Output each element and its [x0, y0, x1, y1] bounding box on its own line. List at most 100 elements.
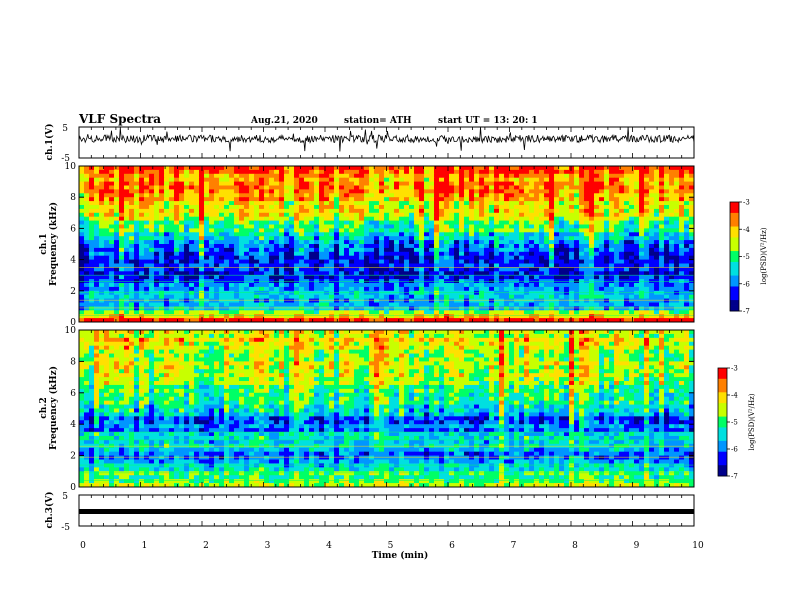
spectrogram-cell — [424, 208, 430, 214]
spectrogram-cell — [344, 185, 350, 190]
spectrogram-cell — [469, 286, 475, 292]
spectrogram-cell — [459, 212, 465, 218]
spectrogram-cell — [619, 201, 625, 206]
spectrogram-cell — [154, 197, 160, 202]
spectrogram-cell — [344, 181, 350, 186]
spectrogram-cell — [139, 166, 145, 171]
spectrogram-cell — [329, 228, 335, 233]
spectrogram-cell — [144, 318, 150, 323]
spectrogram-cell — [654, 220, 660, 225]
spectrogram-cell — [274, 283, 280, 288]
spectrogram-cell — [79, 330, 85, 335]
spectrogram-cell — [199, 298, 205, 303]
spectrogram-cell — [149, 220, 155, 225]
spectrogram-cell — [309, 173, 315, 179]
spectrogram-cell — [689, 236, 695, 241]
spectrogram-cell — [179, 330, 185, 335]
spectrogram-cell — [569, 298, 575, 303]
spectrogram-cell — [244, 208, 250, 214]
spectrogram-cell — [249, 247, 255, 253]
spectrogram-cell — [194, 255, 200, 260]
spectrogram-cell — [434, 290, 440, 296]
spectrogram-cell — [219, 247, 225, 253]
spectrogram-cell — [144, 208, 150, 214]
spectrogram-cell — [359, 232, 365, 237]
spectrogram-cell — [99, 232, 105, 237]
spectrogram-cell — [129, 189, 135, 194]
spectrogram-cell — [594, 205, 600, 210]
spectrogram-cell — [239, 224, 245, 229]
spectrogram-cell — [399, 298, 405, 303]
spectrogram-cell — [119, 298, 125, 303]
spectrogram-cell — [304, 169, 310, 175]
spectrogram-cell — [179, 298, 185, 303]
spectrogram-cell — [304, 290, 310, 296]
spectrogram-cell — [284, 236, 290, 241]
spectrogram-cell — [554, 310, 560, 315]
spectrogram-cell — [599, 247, 605, 253]
spectrogram-cell — [159, 166, 165, 171]
spectrogram-cell — [409, 310, 415, 315]
spectrogram-cell — [404, 205, 410, 210]
spectrogram-cell — [264, 314, 270, 319]
spectrogram-cell — [204, 220, 210, 225]
spectrogram-cell — [504, 267, 510, 272]
spectrogram-cell — [159, 205, 165, 210]
spectrogram-cell — [204, 302, 210, 307]
spectrogram-cell — [244, 298, 250, 303]
spectrogram-cell — [439, 201, 445, 206]
spectrogram-cell — [529, 251, 535, 257]
spectrogram-cell — [474, 310, 480, 315]
spectrogram-cell — [419, 267, 425, 272]
spectrogram-cell — [254, 197, 260, 202]
spectrogram-cell — [374, 201, 380, 206]
spectrogram-cell — [104, 208, 110, 214]
spectrogram-cell — [464, 255, 470, 260]
spectrogram-cell — [674, 263, 680, 268]
spectrogram-cell — [134, 251, 140, 257]
spectrogram-cell — [549, 169, 555, 175]
spectrogram-cell — [109, 208, 115, 214]
spectrogram-cell — [424, 201, 430, 206]
spectrogram-cell — [179, 314, 185, 319]
spectrogram-cell — [544, 232, 550, 237]
spectrogram-cell — [349, 294, 355, 299]
spectrogram-cell — [114, 298, 120, 303]
spectrogram-cell — [609, 193, 615, 198]
spectrogram-cell — [689, 290, 695, 296]
spectrogram-cell — [344, 267, 350, 272]
spectrogram-cell — [499, 302, 505, 307]
spectrogram-cell — [679, 216, 685, 221]
spectrogram-cell — [199, 259, 205, 264]
spectrogram-cell — [174, 197, 180, 202]
spectrogram-cell — [294, 224, 300, 229]
spectrogram-cell — [579, 290, 585, 296]
spectrogram-cell — [609, 224, 615, 229]
spectrogram-cell — [374, 173, 380, 179]
spectrogram-cell — [194, 232, 200, 237]
spectrogram-cell — [439, 286, 445, 292]
spectrogram-cell — [379, 290, 385, 296]
spectrogram-cell — [194, 205, 200, 210]
spectrogram-cell — [109, 267, 115, 272]
spectrogram-cell — [269, 189, 275, 194]
spectrogram-cell — [419, 224, 425, 229]
spectrogram-cell — [214, 294, 220, 299]
spectrogram-cell — [84, 166, 90, 171]
spectrogram-cell — [349, 166, 355, 171]
spectrogram-cell — [284, 306, 290, 311]
spectrogram-cell — [394, 306, 400, 311]
spectrogram-cell — [644, 177, 650, 182]
spectrogram-cell — [129, 228, 135, 233]
spectrogram-cell — [634, 255, 640, 260]
spectrogram-cell — [244, 330, 250, 335]
spectrogram-cell — [234, 177, 240, 182]
spectrogram-cell — [89, 314, 95, 319]
spectrogram-cell — [319, 290, 325, 296]
spectrogram-cell — [419, 255, 425, 260]
spectrogram-cell — [449, 236, 455, 241]
spectrogram-cell — [579, 275, 585, 280]
spectrogram-cell — [189, 216, 195, 221]
spectrogram-cell — [114, 259, 120, 264]
spectrogram-cell — [139, 259, 145, 264]
